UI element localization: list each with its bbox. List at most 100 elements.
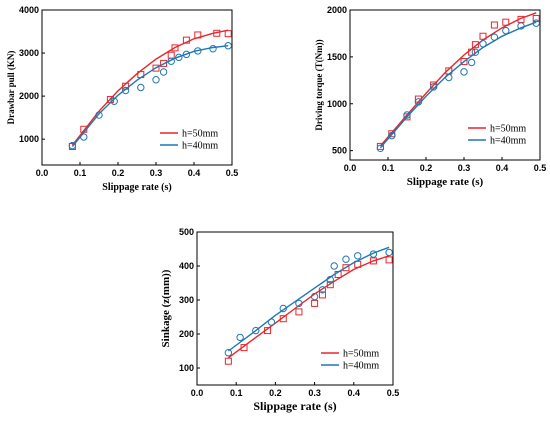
data-point-circle [502, 26, 510, 35]
y-tick-label: 2000 [327, 5, 347, 15]
data-point-square [167, 51, 175, 59]
data-point-circle [236, 333, 244, 342]
data-point-square [194, 31, 202, 39]
data-point-circle [194, 47, 202, 55]
x-tick-label: 0.2 [269, 388, 282, 398]
data-point-circle [310, 292, 319, 301]
x-tick-label: 0.5 [226, 168, 239, 178]
data-point-circle [295, 299, 303, 308]
data-point-square [532, 14, 540, 22]
x-tick-label: 0.4 [496, 163, 509, 173]
plot-frame [349, 9, 541, 161]
data-point-square [490, 21, 498, 29]
series-h40 [376, 19, 540, 152]
data-point-square [414, 95, 422, 103]
legend-label: h=50mm [490, 124, 526, 135]
x-tick-label: 0.1 [230, 388, 243, 398]
x-tick-label: 0.4 [348, 388, 361, 398]
plot-frame [196, 231, 394, 386]
data-point-square [311, 299, 319, 307]
legend-label: h=40mm [490, 136, 526, 147]
legend-label: h=40mm [182, 141, 218, 152]
x-tick-label: 0.0 [36, 168, 49, 178]
y-tick-label: 2000 [19, 91, 39, 101]
x-tick-label: 0.1 [74, 168, 87, 178]
y-tick-label: 1000 [327, 99, 347, 109]
data-point-circle [429, 83, 438, 91]
y-tick-label: 1000 [19, 134, 39, 144]
data-point-circle [267, 318, 276, 326]
x-tick-label: 0.0 [344, 163, 357, 173]
data-point-square [502, 18, 510, 26]
data-point-square [318, 291, 326, 299]
data-point-circle [403, 111, 411, 119]
chart-panel-3: 0.0 0.1 0.2 0.3 0.4 0.5 100 200 300 400 500 Slippag… [160, 227, 399, 413]
data-point-square [171, 44, 179, 52]
plot-frame [41, 9, 233, 166]
chart-panel-2: 0.0 0.1 0.2 0.3 0.4 0.5 500 1000 1500 2000 Slippag… [314, 5, 546, 188]
data-point-square [224, 30, 232, 38]
data-point-circle [137, 83, 145, 92]
x-tick-label: 0.2 [420, 163, 433, 173]
data-point-circle [121, 86, 130, 95]
data-point-square [342, 264, 350, 272]
x-tick-label: 0.0 [191, 388, 204, 398]
x-axis-label: Slippage rate (s) [253, 399, 336, 413]
data-point-circle [152, 76, 160, 84]
data-point-circle [388, 131, 396, 140]
x-tick-label: 0.5 [534, 163, 547, 173]
x-axis-label: Slippage rate (s) [407, 176, 484, 188]
data-point-circle [490, 33, 499, 41]
chart-panel-1: 0.0 0.1 0.2 0.3 0.4 0.5 1000 2000 3000 4000 Slippa… [6, 5, 238, 193]
data-point-square [224, 357, 232, 365]
data-point-square [385, 256, 393, 264]
data-point-circle [175, 53, 183, 62]
y-tick-label: 400 [179, 261, 194, 271]
data-point-square [369, 257, 377, 265]
fit-line [71, 45, 229, 147]
x-axis-label: Slippage rate (s) [102, 182, 171, 193]
y-tick-label: 1500 [327, 52, 347, 62]
data-point-square [240, 344, 248, 352]
fit-line [379, 21, 537, 149]
data-point-square [160, 59, 168, 67]
fit-line [227, 246, 390, 352]
data-point-circle [110, 97, 118, 105]
data-point-circle [471, 48, 480, 56]
data-point-square [326, 281, 334, 289]
data-point-circle [318, 286, 327, 294]
data-point-circle [532, 19, 540, 27]
data-point-square [279, 315, 287, 323]
y-axis-label: Drawbar pull (KN) [6, 51, 16, 125]
y-tick-label: 3000 [19, 48, 39, 58]
y-tick-label: 500 [179, 227, 194, 237]
data-point-circle [252, 326, 260, 335]
x-tick-label: 0.3 [458, 163, 471, 173]
data-point-circle [354, 252, 362, 260]
x-tick-label: 0.3 [308, 388, 321, 398]
y-axis-label: Driving torque (T(Nm)) [314, 39, 324, 130]
data-point-circle [460, 68, 468, 76]
data-point-circle [326, 275, 334, 284]
fit-line [379, 12, 537, 147]
data-point-circle [342, 255, 350, 263]
data-point-circle [224, 349, 233, 357]
data-point-circle [95, 111, 103, 119]
y-tick-label: 500 [332, 146, 347, 156]
x-tick-label: 0.4 [188, 168, 201, 178]
x-tick-label: 0.5 [387, 388, 400, 398]
fit-line [71, 29, 229, 146]
data-point-circle [479, 40, 487, 48]
data-point-circle [224, 42, 232, 50]
data-point-circle [80, 133, 88, 141]
data-point-circle [369, 250, 378, 258]
data-point-square [152, 64, 160, 72]
x-tick-label: 0.1 [382, 163, 395, 173]
y-tick-label: 300 [179, 295, 194, 305]
data-point-circle [68, 141, 77, 150]
data-point-circle [467, 58, 476, 67]
